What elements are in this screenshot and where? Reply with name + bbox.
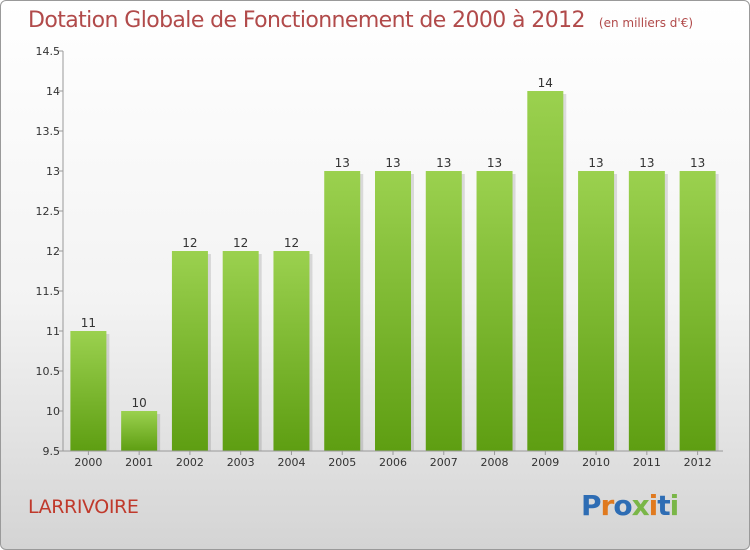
logo-letter: i [669, 489, 680, 522]
bar-2005 [324, 171, 361, 451]
logo-letter: x [631, 489, 650, 522]
x-tick-label: 2012 [684, 456, 712, 469]
y-tick-label: 13 [46, 165, 60, 178]
bar-2007 [425, 171, 462, 451]
y-tick-label: 11 [46, 325, 60, 338]
x-axis: 2000 2001 2002 2003 2004 2005 2006 2007 2008 2009… [63, 450, 723, 469]
y-tick-label: 14 [46, 85, 60, 98]
logo-letter: r [600, 489, 615, 522]
chart-title: Dotation Globale de Fonctionnement de 20… [28, 8, 693, 33]
x-tick-label: 2001 [125, 456, 153, 469]
bar-2002 [171, 251, 208, 451]
y-tick-label: 10.5 [36, 365, 61, 378]
bar-value-label: 13 [436, 156, 451, 170]
bar-2000 [70, 331, 107, 451]
x-tick-label: 2009 [531, 456, 559, 469]
bar-2008 [476, 171, 513, 451]
title-text: Dotation Globale de Fonctionnement de 20… [28, 8, 586, 33]
bar-value-label: 10 [132, 396, 147, 410]
bar-value-label: 13 [487, 156, 502, 170]
y-tick-label: 12.5 [36, 205, 61, 218]
bar-2004 [273, 251, 310, 451]
bars-group: 11 10 12 12 12 13 13 13 13 14 13 13 13 [70, 76, 719, 451]
y-tick-label: 12 [46, 245, 60, 258]
x-tick-label: 2007 [430, 456, 458, 469]
bar-value-label: 12 [233, 236, 248, 250]
bar-value-label: 12 [182, 236, 197, 250]
y-tick-label: 10 [46, 405, 60, 418]
x-tick-label: 2011 [633, 456, 661, 469]
y-tick-label: 9.5 [43, 445, 61, 458]
proxiti-logo: Proxiti [581, 489, 680, 522]
x-tick-label: 2005 [328, 456, 356, 469]
bar-2003 [222, 251, 259, 451]
bar-2012 [679, 171, 716, 451]
chart-unit: (en milliers d'€) [598, 16, 694, 30]
x-tick-label: 2002 [176, 456, 204, 469]
x-tick-label: 2010 [582, 456, 610, 469]
x-tick-label: 2000 [74, 456, 102, 469]
bar-2006 [375, 171, 411, 451]
logo-letter: t [657, 489, 670, 522]
bar-2009 [527, 91, 564, 451]
bar-value-label: 13 [639, 156, 654, 170]
x-tick-label: 2003 [227, 456, 255, 469]
x-tick-label: 2004 [277, 456, 305, 469]
bar-value-label: 13 [690, 156, 705, 170]
y-tick-label: 13.5 [36, 125, 61, 138]
bar-2011 [628, 171, 665, 451]
commune-name: LARRIVOIRE [28, 496, 139, 518]
y-tick-label: 14.5 [36, 45, 61, 58]
bar-2010 [578, 171, 615, 451]
logo-letter: P [581, 489, 602, 522]
x-tick-label: 2008 [481, 456, 509, 469]
bar-value-label: 13 [335, 156, 350, 170]
bar-value-label: 13 [588, 156, 603, 170]
bar-value-label: 11 [81, 316, 96, 330]
x-tick-label: 2006 [379, 456, 407, 469]
logo-letter: o [613, 489, 632, 522]
y-axis: 9.5 10 10.5 11 11.5 12 12.5 13 13.5 14 14.5 [36, 45, 64, 458]
logo-letter: i [648, 489, 659, 522]
bar-value-label: 12 [284, 236, 299, 250]
bar-value-label: 13 [385, 156, 400, 170]
bar-2001 [121, 411, 158, 451]
y-tick-label: 11.5 [36, 285, 61, 298]
bar-value-label: 14 [538, 76, 553, 90]
